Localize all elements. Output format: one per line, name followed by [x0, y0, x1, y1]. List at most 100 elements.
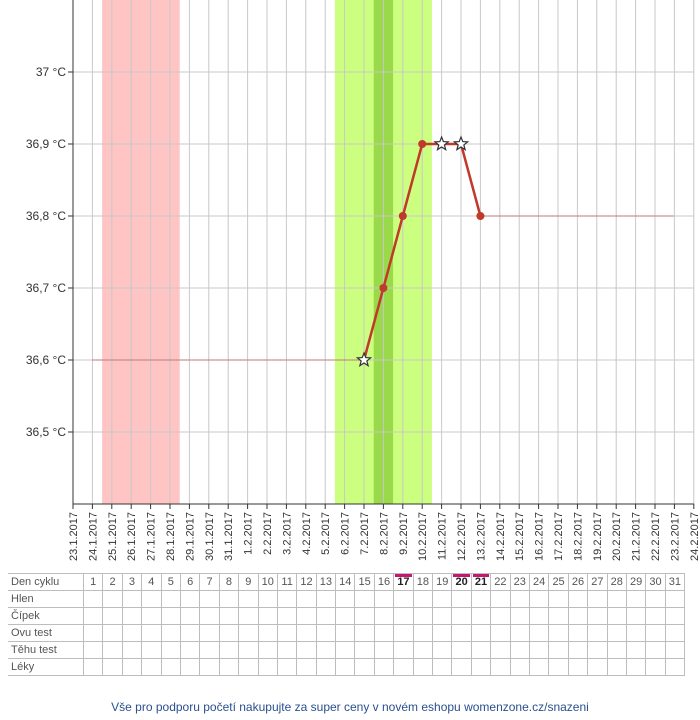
table-cell[interactable] — [645, 607, 666, 625]
table-cell[interactable] — [141, 641, 162, 659]
table-cell[interactable] — [141, 624, 162, 642]
table-cell[interactable] — [179, 624, 201, 642]
table-cell[interactable] — [528, 624, 550, 642]
table-cell[interactable] — [528, 658, 550, 676]
table-cell[interactable] — [432, 590, 453, 608]
table-cell[interactable] — [645, 658, 666, 676]
table-cell[interactable] — [257, 624, 278, 642]
table-cell[interactable] — [567, 607, 589, 625]
table-cell[interactable] — [218, 590, 240, 608]
table-cell[interactable] — [160, 607, 181, 625]
table-cell[interactable] — [199, 590, 220, 608]
table-cell[interactable] — [315, 624, 337, 642]
table-cell[interactable] — [412, 658, 434, 676]
table-cell[interactable] — [412, 590, 434, 608]
table-cell[interactable] — [470, 590, 492, 608]
table-cell[interactable] — [121, 641, 143, 659]
table-cell[interactable] — [179, 658, 201, 676]
table-cell[interactable] — [567, 624, 589, 642]
table-cell[interactable] — [664, 641, 686, 659]
table-cell[interactable] — [199, 624, 220, 642]
table-cell[interactable] — [432, 624, 453, 642]
table-cell[interactable] — [102, 624, 123, 642]
table-cell[interactable] — [645, 590, 666, 608]
table-cell[interactable] — [412, 607, 434, 625]
table-cell[interactable] — [625, 590, 647, 608]
table-cell[interactable] — [315, 641, 337, 659]
table-cell[interactable] — [625, 624, 647, 642]
table-cell[interactable] — [82, 607, 104, 625]
table-cell[interactable] — [509, 590, 530, 608]
table-cell[interactable] — [296, 590, 317, 608]
table-cell[interactable] — [354, 658, 375, 676]
table-cell[interactable] — [276, 658, 298, 676]
table-cell[interactable] — [393, 658, 414, 676]
table-cell[interactable] — [548, 641, 569, 659]
table-cell[interactable] — [606, 641, 627, 659]
table-cell[interactable] — [490, 641, 511, 659]
table-cell[interactable] — [354, 590, 375, 608]
table-cell[interactable] — [567, 658, 589, 676]
table-cell[interactable] — [102, 590, 123, 608]
table-cell[interactable] — [432, 607, 453, 625]
table-cell[interactable] — [664, 658, 686, 676]
table-cell[interactable] — [548, 607, 569, 625]
table-cell[interactable] — [257, 607, 278, 625]
table-cell[interactable] — [238, 658, 259, 676]
table-cell[interactable] — [645, 641, 666, 659]
table-cell[interactable] — [160, 641, 181, 659]
table-cell[interactable] — [257, 658, 278, 676]
table-cell[interactable] — [548, 658, 569, 676]
table-cell[interactable] — [625, 641, 647, 659]
table-cell[interactable] — [218, 641, 240, 659]
table-cell[interactable] — [296, 641, 317, 659]
table-cell[interactable] — [335, 590, 356, 608]
table-cell[interactable] — [664, 590, 686, 608]
table-cell[interactable] — [625, 607, 647, 625]
table-cell[interactable] — [141, 658, 162, 676]
table-cell[interactable] — [121, 624, 143, 642]
table-cell[interactable] — [393, 641, 414, 659]
table-cell[interactable] — [218, 624, 240, 642]
table-cell[interactable] — [199, 658, 220, 676]
table-cell[interactable] — [548, 624, 569, 642]
table-cell[interactable] — [509, 658, 530, 676]
table-cell[interactable] — [645, 624, 666, 642]
table-cell[interactable] — [451, 624, 472, 642]
table-cell[interactable] — [179, 590, 201, 608]
table-cell[interactable] — [393, 607, 414, 625]
table-cell[interactable] — [587, 624, 608, 642]
table-cell[interactable] — [141, 607, 162, 625]
table-cell[interactable] — [102, 641, 123, 659]
table-cell[interactable] — [335, 607, 356, 625]
table-cell[interactable] — [160, 624, 181, 642]
table-cell[interactable] — [238, 624, 259, 642]
table-cell[interactable] — [664, 607, 686, 625]
table-cell[interactable] — [335, 624, 356, 642]
table-cell[interactable] — [160, 658, 181, 676]
table-cell[interactable] — [528, 607, 550, 625]
table-cell[interactable] — [296, 624, 317, 642]
table-cell[interactable] — [432, 658, 453, 676]
promo-link[interactable]: Vše pro podporu početí nakupujte za supe… — [111, 700, 589, 714]
table-cell[interactable] — [412, 624, 434, 642]
table-cell[interactable] — [121, 590, 143, 608]
table-cell[interactable] — [490, 624, 511, 642]
table-cell[interactable] — [470, 641, 492, 659]
table-cell[interactable] — [412, 641, 434, 659]
table-cell[interactable] — [606, 590, 627, 608]
table-cell[interactable] — [548, 590, 569, 608]
table-cell[interactable] — [315, 590, 337, 608]
table-cell[interactable] — [315, 658, 337, 676]
table-cell[interactable] — [509, 641, 530, 659]
table-cell[interactable] — [257, 641, 278, 659]
table-cell[interactable] — [102, 607, 123, 625]
table-cell[interactable] — [606, 624, 627, 642]
table-cell[interactable] — [528, 641, 550, 659]
table-cell[interactable] — [141, 590, 162, 608]
table-cell[interactable] — [199, 607, 220, 625]
table-cell[interactable] — [296, 658, 317, 676]
table-cell[interactable] — [82, 658, 104, 676]
table-cell[interactable] — [451, 607, 472, 625]
table-cell[interactable] — [179, 641, 201, 659]
